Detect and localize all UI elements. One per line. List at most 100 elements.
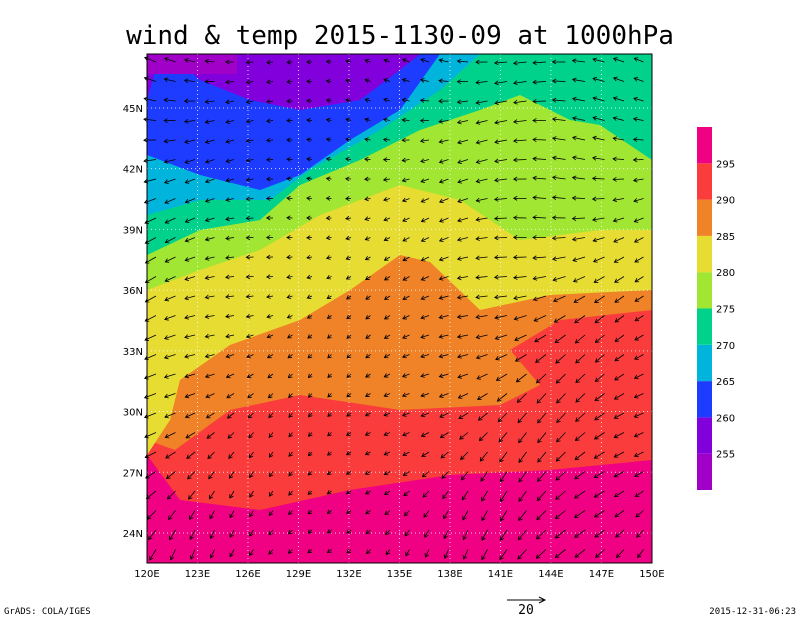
x-tick-label: 135E (387, 569, 412, 580)
wind-vector (551, 215, 566, 221)
wind-vector (632, 116, 644, 122)
wind-vector (204, 198, 215, 203)
wind-vector (512, 195, 527, 201)
wind-vector (420, 412, 430, 418)
wind-vector (421, 471, 430, 478)
y-tick-label: 33N (123, 347, 143, 358)
wind-vector (268, 451, 274, 458)
wind-vector (267, 373, 274, 379)
wind-vector (385, 549, 391, 556)
wind-vector (493, 254, 508, 260)
wind-vector (383, 451, 391, 456)
wind-vector (204, 275, 215, 281)
wind-vector (401, 392, 410, 398)
wind-vector (204, 178, 215, 184)
wind-vector (423, 510, 430, 518)
wind-vector (457, 139, 469, 145)
wind-vector (513, 99, 527, 105)
wind-vector (225, 79, 235, 85)
wind-vector (513, 295, 527, 301)
wind-vector (149, 549, 157, 561)
wind-vector (307, 529, 313, 534)
wind-vector (513, 119, 527, 124)
wind-vector (346, 295, 352, 300)
wind-vector (634, 354, 644, 360)
wind-vector (306, 215, 313, 221)
wind-vector (265, 235, 274, 240)
wind-vector (288, 451, 293, 457)
wind-vector (183, 119, 196, 124)
wind-vector (532, 60, 547, 66)
wind-vector (633, 96, 644, 102)
wind-vector (572, 116, 586, 121)
wind-vector (204, 314, 215, 319)
wind-vector (265, 215, 274, 221)
wind-vector (204, 139, 215, 144)
wind-vector (458, 412, 469, 419)
wind-vector (204, 159, 215, 164)
wind-vector (266, 118, 274, 124)
colorbar-swatch (697, 272, 712, 309)
wind-vector (364, 196, 371, 202)
wind-vector (345, 59, 352, 64)
wind-vector (497, 412, 508, 423)
wind-vector (364, 431, 371, 436)
colorbar-swatch (697, 308, 712, 345)
wind-vector (225, 333, 235, 339)
wind-vector (225, 313, 235, 319)
wind-vector (574, 529, 586, 538)
wind-vector (268, 412, 274, 419)
wind-vector (616, 549, 625, 559)
wind-vector (183, 98, 196, 104)
wind-vector (420, 178, 430, 183)
wind-vector (189, 529, 196, 540)
wind-vector (204, 236, 215, 242)
wind-vector (383, 315, 391, 320)
wind-vector (286, 314, 293, 319)
wind-vector (326, 294, 332, 299)
wind-vector (345, 275, 352, 280)
wind-vector (614, 373, 625, 381)
wind-vector (555, 471, 566, 481)
wind-vector (345, 176, 352, 182)
wind-vector (268, 490, 274, 497)
wind-vector (306, 98, 313, 104)
wind-vector (401, 58, 410, 63)
wind-vector (245, 177, 254, 182)
wind-vector (479, 451, 488, 462)
wind-vector (592, 57, 605, 63)
wind-vector (591, 176, 605, 181)
wind-vector (475, 217, 488, 222)
wind-vector (365, 275, 371, 280)
wind-vector (575, 373, 586, 384)
wind-vector (535, 529, 547, 540)
y-tick-label: 39N (123, 225, 143, 236)
x-tick-label: 132E (336, 569, 361, 580)
wind-vector (326, 529, 332, 534)
wind-vector (614, 354, 625, 362)
wind-vector (457, 354, 469, 359)
wind-vector (229, 510, 235, 519)
wind-vector (592, 237, 605, 243)
wind-vector (553, 315, 566, 323)
wind-vector (515, 373, 527, 383)
wind-vector (143, 117, 157, 122)
colorbar-label: 265 (716, 377, 735, 388)
wind-vector (592, 135, 605, 141)
wind-vector (364, 256, 371, 261)
wind-vector (383, 97, 391, 103)
wind-vector (512, 138, 527, 144)
wind-vector (612, 217, 625, 223)
colorbar-label: 285 (716, 232, 735, 243)
colorbar-label: 290 (716, 196, 735, 207)
wind-vector (225, 294, 235, 299)
wind-vector (475, 197, 488, 203)
wind-vector (632, 177, 644, 183)
wind-vector (384, 490, 391, 495)
wind-vector (346, 353, 352, 359)
wind-vector (477, 412, 488, 421)
wind-vector (536, 510, 547, 521)
colorbar-label: 260 (716, 413, 735, 424)
wind-vector (612, 116, 625, 121)
